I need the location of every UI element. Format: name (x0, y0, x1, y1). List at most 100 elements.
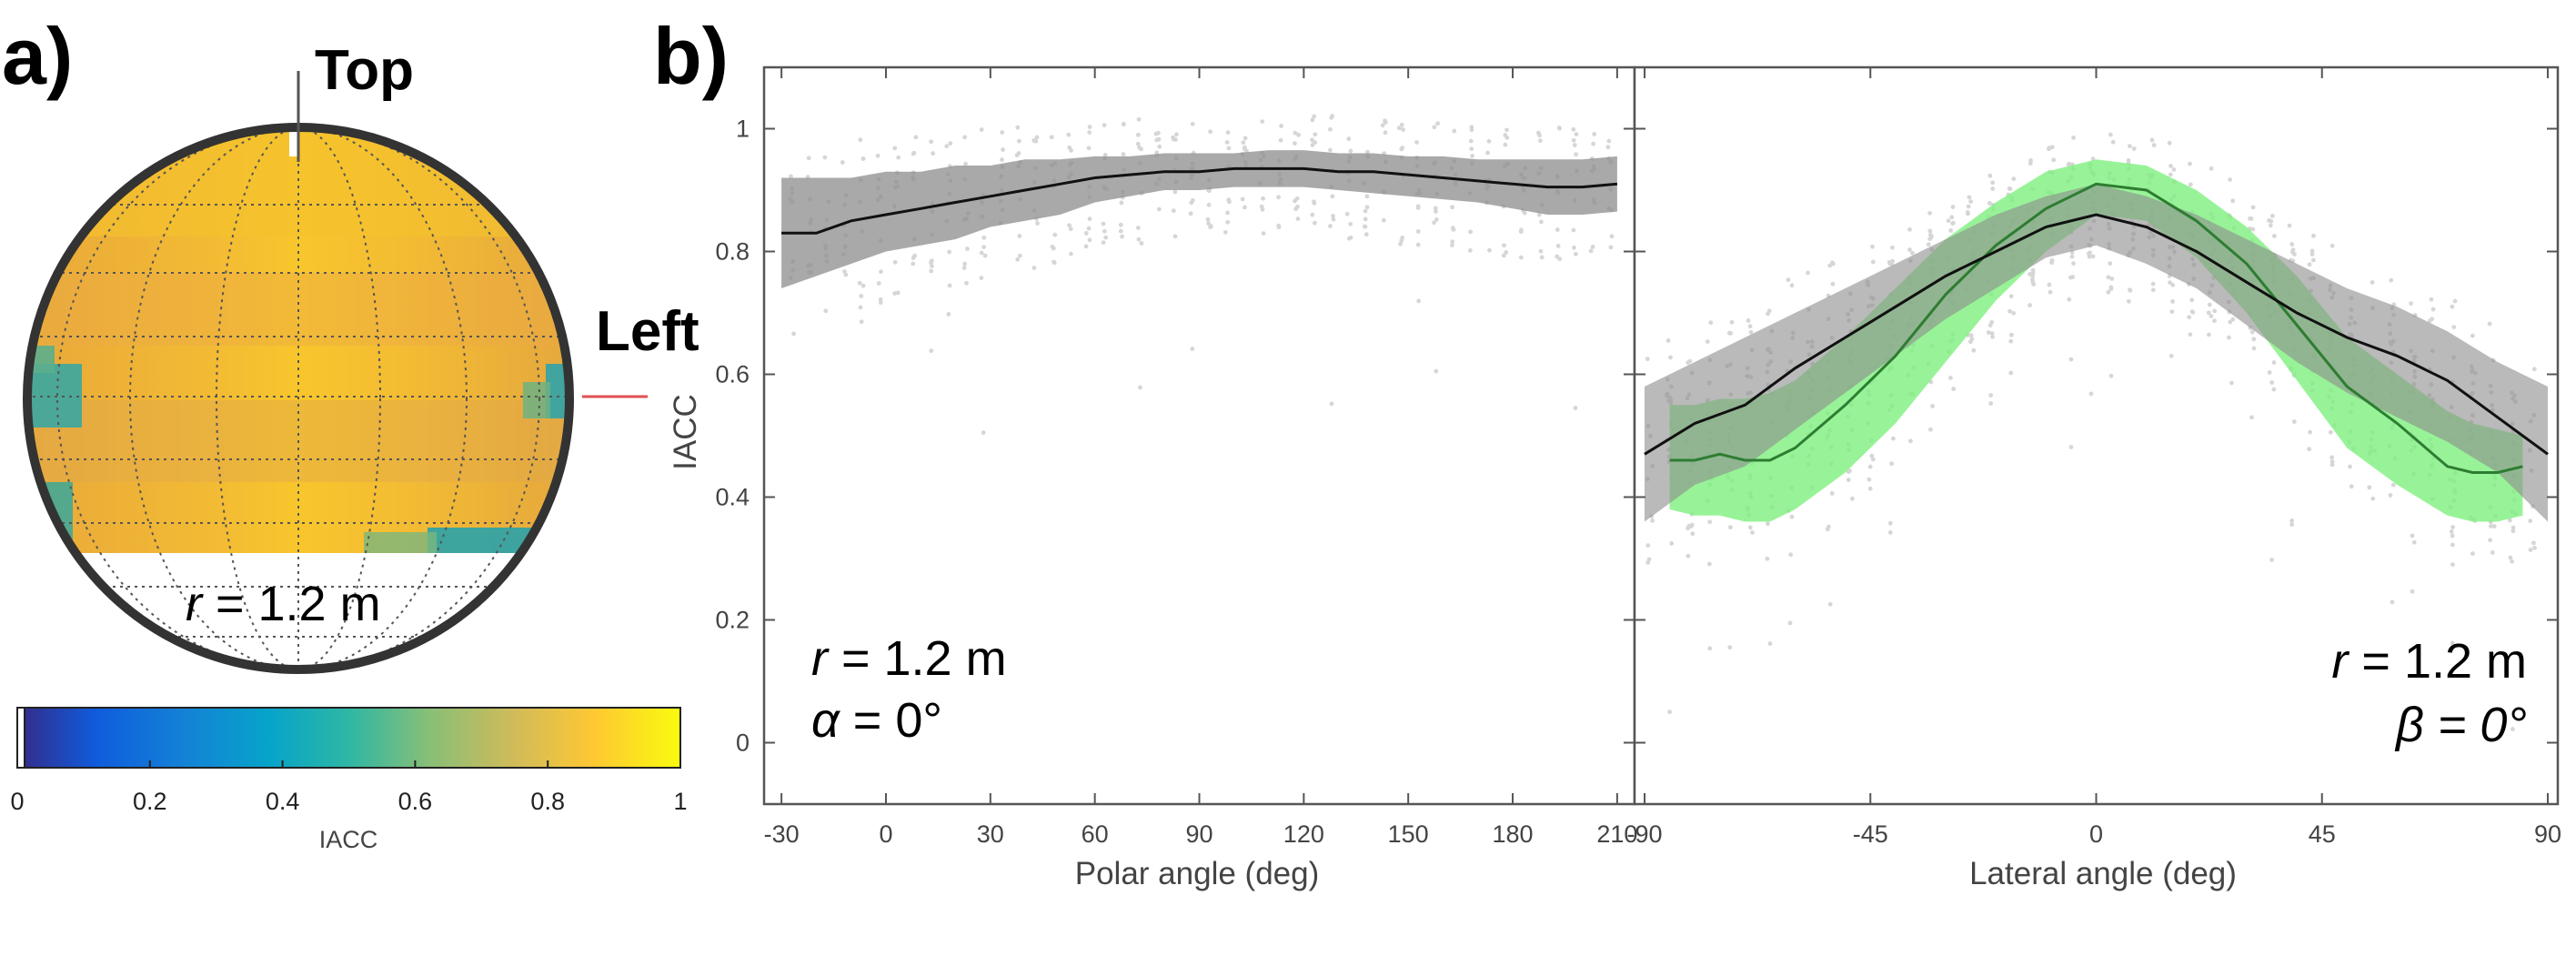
scatter-point (1504, 136, 1510, 140)
scatter-point (1951, 387, 1957, 391)
x-tick-label: 180 (1492, 820, 1533, 848)
scatter-point (1571, 137, 1576, 143)
scatter-point (2007, 308, 2012, 314)
scatter-point (1889, 461, 1895, 467)
scatter-point (1572, 143, 1577, 147)
scatter-point (1346, 136, 1352, 142)
scatter-outlier (2008, 338, 2014, 344)
scatter-point (1363, 216, 1368, 222)
scatter-point (1157, 144, 1162, 149)
scatter-point (1968, 199, 1974, 204)
scatter-outlier (2269, 558, 2274, 563)
scatter-point (2450, 542, 2455, 548)
scatter-outlier (1887, 530, 1893, 535)
scatter-point (1261, 231, 1266, 236)
scatter-point (1668, 355, 1673, 360)
scatter-point (2209, 314, 2214, 318)
scatter-point (2170, 282, 2176, 287)
scatter-point (2528, 518, 2533, 524)
scatter-point (1083, 244, 1089, 249)
scatter-point (929, 260, 933, 266)
scatter-point (2207, 302, 2212, 307)
scatter-point (1052, 232, 1058, 237)
gray-median-line (1644, 213, 2549, 456)
scatter-point (2329, 243, 2335, 248)
scatter-point (1066, 132, 1072, 137)
scatter-point (1890, 245, 1895, 250)
panel-b-x-axis-title: Polar angle (deg) (1075, 856, 1320, 891)
scatter-outlier (1988, 393, 1994, 398)
scatter-point (1296, 132, 1301, 137)
scatter-point (1121, 122, 1126, 127)
scatter-point (2250, 205, 2256, 210)
scatter-point (1574, 251, 1578, 257)
scatter-point (860, 283, 866, 288)
scatter-point (1971, 347, 1977, 353)
scatter-point (2212, 308, 2218, 314)
scatter-point (2309, 248, 2315, 254)
scatter-point (2470, 551, 2475, 556)
scatter-point (1293, 130, 1298, 136)
scatter-point (1468, 138, 1474, 144)
scatter-outlier (1434, 368, 1439, 374)
scatter-point (2126, 298, 2131, 304)
scatter-point (1034, 135, 1040, 140)
panel-c-radius-var: r (2331, 634, 2350, 689)
scatter-outlier (2068, 445, 2074, 449)
scatter-point (2411, 539, 2417, 545)
scatter-point (1261, 196, 1265, 201)
scatter-point (1363, 208, 1368, 214)
scatter-point (2449, 528, 2454, 534)
scatter-point (857, 280, 862, 286)
scatter-point (876, 281, 881, 286)
scatter-point (979, 127, 984, 132)
scatter-point (2187, 315, 2192, 320)
scatter-point (1706, 561, 1712, 567)
y-tick-label: 1 (736, 116, 750, 143)
scatter-point (1609, 234, 1615, 239)
scatter-outlier (2450, 533, 2455, 538)
scatter-point (930, 264, 934, 268)
scatter-point (892, 146, 898, 151)
scatter-point (1017, 234, 1022, 238)
panel-c-radius-value: = 1.2 m (2348, 634, 2527, 689)
scatter-outlier (2289, 522, 2295, 528)
scatter-point (1000, 157, 1004, 162)
sphere-radius-value: = 1.2 m (202, 577, 381, 631)
scatter-point (1017, 253, 1022, 258)
scatter-point (2271, 360, 2277, 365)
scatter-point (2508, 555, 2513, 560)
scatter-point (929, 139, 934, 145)
scatter-point (2126, 157, 2131, 163)
scatter-point (911, 261, 916, 267)
scatter-point (1101, 221, 1106, 226)
scatter-point (2009, 332, 2014, 337)
scatter-point (1381, 217, 1386, 223)
scatter-point (1102, 123, 1107, 127)
scatter-outlier (1573, 406, 1578, 410)
scatter-point (2189, 297, 2195, 303)
scatter-outlier (2510, 727, 2515, 731)
scatter-point (2271, 234, 2277, 238)
scatter-point (2311, 233, 2316, 238)
scatter-point (2349, 484, 2354, 489)
scatter-outlier (1827, 601, 1833, 607)
scatter-point (1765, 556, 1770, 561)
scatter-point (1414, 140, 1420, 145)
scatter-point (1557, 126, 1562, 131)
scatter-point (1208, 129, 1213, 135)
scatter-point (1536, 212, 1542, 217)
scatter-point (1966, 204, 1971, 209)
scatter-point (1665, 338, 1671, 343)
scatter-point (1766, 521, 1770, 527)
scatter-point (1987, 323, 1993, 328)
scatter-point (1311, 199, 1316, 205)
scatter-point (962, 261, 968, 267)
scatter-point (1310, 117, 1315, 123)
scatter-point (1364, 205, 1370, 210)
scatter-point (1171, 208, 1176, 214)
scatter-point (2251, 346, 2257, 351)
scatter-point (2307, 447, 2312, 452)
scatter-point (1967, 195, 1972, 200)
scatter-point (1312, 114, 1317, 119)
